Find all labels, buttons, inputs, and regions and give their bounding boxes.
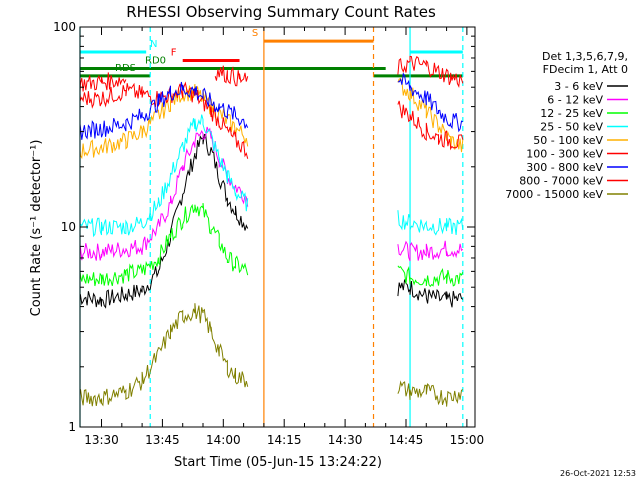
- legend-header-0: Det 1,3,5,6,7,9,: [542, 50, 628, 63]
- flag-label-3: RD0: [145, 56, 166, 67]
- y-tick-label-1: 10: [61, 220, 76, 234]
- legend-label-1: 6 - 12 keV: [547, 94, 603, 107]
- series-line-0: [79, 133, 464, 309]
- x-tick-label-0: 13:30: [84, 433, 119, 447]
- x-tick-label-1: 13:45: [145, 433, 180, 447]
- flag-label-0: N: [150, 39, 157, 50]
- flag-label-4: RDS: [115, 63, 136, 74]
- legend-label-3: 25 - 50 keV: [540, 121, 603, 134]
- x-axis-label: Start Time (05-Jun-15 13:24:22): [174, 455, 382, 470]
- legend-label-7: 800 - 7000 keV: [519, 175, 603, 188]
- legend: Det 1,3,5,6,7,9,FDecim 1, Att 0 3 - 6 keV…: [505, 50, 628, 201]
- flag-label-2: S: [252, 28, 258, 39]
- series-lines: [79, 55, 464, 407]
- y-tick-label-2: 100: [53, 20, 76, 34]
- legend-header-1: FDecim 1, Att 0: [543, 63, 628, 76]
- legend-label-6: 300 - 800 keV: [526, 161, 603, 174]
- flag-label-1: F: [171, 47, 177, 58]
- y-axis-ticks: 1 10 100: [53, 20, 475, 434]
- legend-label-8: 7000 - 15000 keV: [505, 188, 603, 201]
- chart-title: RHESSI Observing Summary Count Rates: [126, 3, 436, 21]
- series-line-7: [79, 55, 464, 93]
- y-tick-label-0: 1: [68, 420, 76, 434]
- series-line-1: [79, 126, 464, 262]
- x-tick-label-2: 14:00: [206, 433, 241, 447]
- legend-label-2: 12 - 25 keV: [540, 107, 603, 120]
- legend-label-4: 50 - 100 keV: [533, 134, 603, 147]
- series-line-2: [79, 203, 464, 288]
- x-tick-label-4: 14:30: [328, 433, 363, 447]
- y-axis-label: Count Rate (s⁻¹ detector⁻¹): [29, 140, 44, 317]
- x-tick-label-5: 14:45: [389, 433, 424, 447]
- timestamp: 26-Oct-2021 12:53: [560, 469, 636, 478]
- x-tick-label-3: 14:15: [267, 433, 302, 447]
- series-line-8: [79, 303, 464, 407]
- legend-label-5: 100 - 300 keV: [526, 148, 603, 161]
- x-axis-ticks: 13:30 13:45 14:00 14:15 14:30 14:45 15:00: [84, 27, 484, 447]
- series-line-3: [79, 114, 464, 238]
- series-line-6: [79, 72, 464, 140]
- x-tick-label-6: 15:00: [450, 433, 485, 447]
- legend-label-0: 3 - 6 keV: [554, 80, 603, 93]
